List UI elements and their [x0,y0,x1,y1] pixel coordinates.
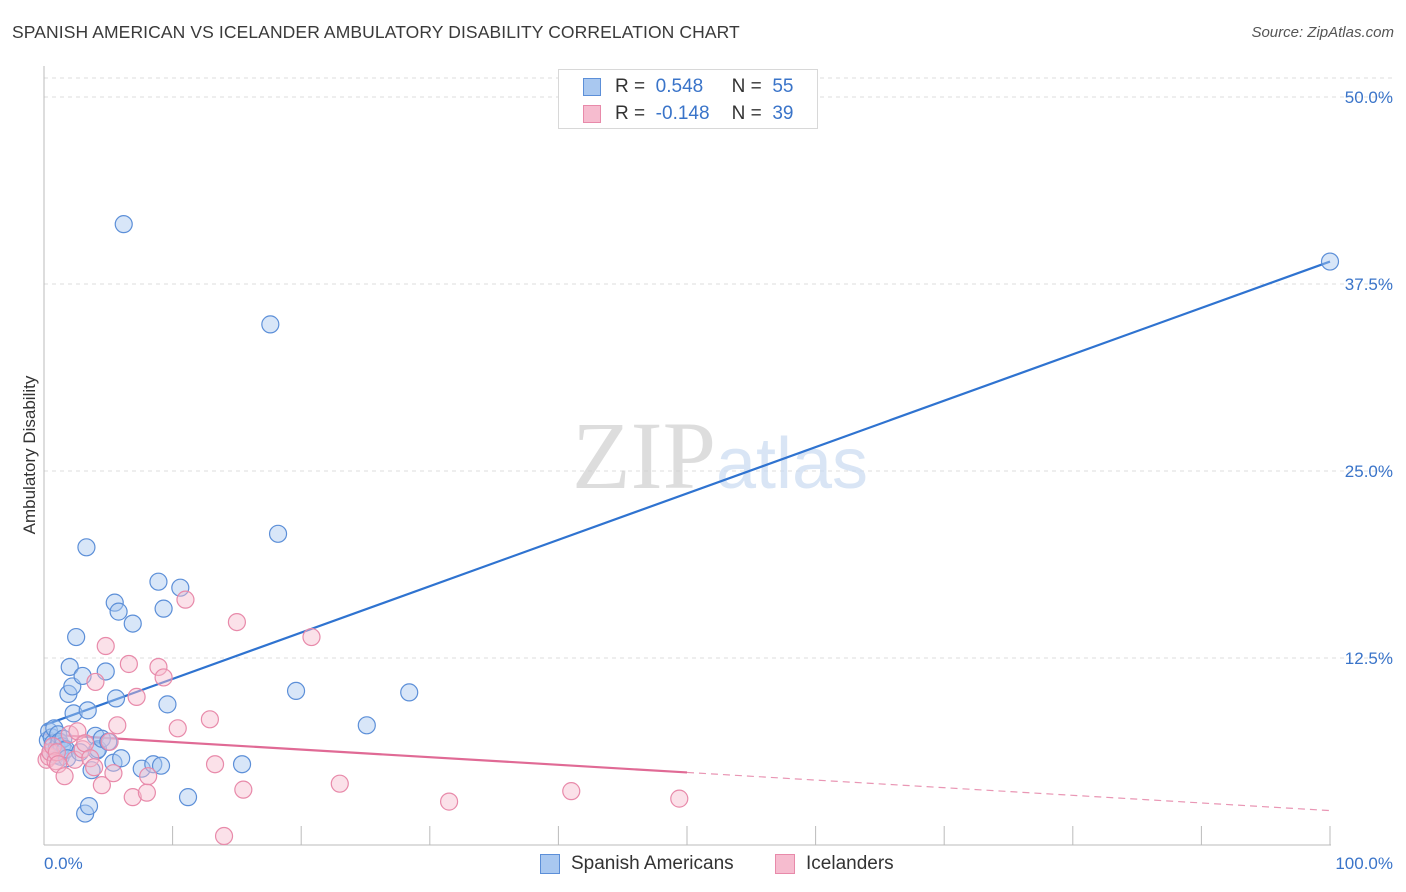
data-point-pink [439,792,459,811]
legend-item-spanish-americans[interactable]: Spanish Americans [540,852,734,876]
data-point-blue [112,749,131,768]
data-point-blue [149,572,168,591]
tick-labels: 12.5% 25.0% 37.5% 50.0% 0.0% 100.0% [44,88,1393,873]
data-point-blue [67,627,86,647]
trend-lines [43,260,1331,812]
y-axis-label: Ambulatory Disability [20,375,39,534]
trend-line-extension-pink [686,771,1331,812]
stats-row-blue: R = 0.548 N = 55 [583,75,793,99]
y-tick-label: 12.5% [1345,649,1393,668]
data-point-pink [100,732,119,751]
x-tick-label: 100.0% [1335,854,1393,873]
data-point-blue [123,614,142,633]
n-label: N = [731,76,762,97]
data-point-blue [144,755,163,774]
data-point-pink [670,789,689,808]
data-point-blue [154,599,173,618]
data-point-blue [178,788,198,807]
blue-swatch [583,78,601,96]
axes [43,66,1331,846]
n-value: 39 [772,103,794,124]
trend-line-blue [43,260,1331,727]
data-point-pink [81,749,100,768]
legend-item-icelanders[interactable]: Icelanders [775,852,894,876]
data-point-pink [92,776,111,795]
r-value: -0.148 [655,103,710,124]
data-point-blue [158,695,177,714]
y-tick-label: 37.5% [1345,275,1393,294]
data-point-pink [137,783,156,802]
data-point-pink [168,719,187,738]
data-point-pink [234,780,253,799]
data-point-blue [106,689,126,708]
legend-label: Spanish Americans [571,853,734,874]
legend-label: Icelanders [806,853,894,874]
data-point-blue [60,657,79,677]
chart-title: SPANISH AMERICAN VS ICELANDER AMBULATORY… [12,22,740,42]
data-point-pink [86,672,105,692]
data-point-pink [96,636,115,656]
y-tick-label: 50.0% [1345,88,1393,107]
data-point-pink [104,764,123,783]
data-point-pink [176,590,195,609]
data-point-blue [109,602,128,621]
data-point-pink [108,716,127,735]
data-point-blue [151,756,171,775]
n-label: N = [731,103,762,124]
data-point-pink [200,710,219,729]
data-point-pink [227,612,246,632]
r-label: R = [615,76,646,97]
data-point-blue [357,716,376,735]
data-point-pink [123,788,142,807]
trend-line-pink [43,733,688,774]
source-credit: Source: ZipAtlas.com [1251,24,1394,41]
data-point-pink [119,654,138,674]
stats-row-pink: R = -0.148 N = 39 [583,102,793,126]
data-point-blue [64,704,83,723]
data-point-blue [232,755,252,774]
data-point-pink [302,627,321,647]
data-point-blue [114,215,133,234]
data-point-blue [78,701,97,720]
data-point-pink [205,755,225,774]
watermark: ZIPatlas [572,402,868,509]
data-point-blue [79,797,99,816]
pink-swatch [775,854,795,874]
data-point-pink [85,758,104,777]
y-tick-label: 25.0% [1345,462,1393,481]
data-point-pink [55,767,74,786]
data-point-pink [154,668,173,687]
data-point-blue [268,524,288,543]
n-value: 55 [772,76,794,97]
grid-lines [44,77,1395,659]
x-tick-label: 0.0% [44,854,83,873]
pink-swatch [583,105,601,123]
data-point-blue [132,759,151,778]
data-point-pink [127,687,146,706]
watermark-zip: ZIP [572,402,716,509]
r-value: 0.548 [655,76,704,97]
data-point-pink [562,782,581,801]
data-point-blue [1320,252,1340,271]
data-point-pink [330,774,349,793]
data-point-pink [149,657,168,677]
data-point-blue [77,538,96,557]
data-points [37,215,1340,846]
data-point-blue [105,593,124,612]
blue-swatch [540,854,560,874]
data-point-pink [214,826,234,846]
r-label: R = [615,103,646,124]
stats-legend: R = 0.548 N = 55 R = -0.148 N = 39 [558,69,818,129]
data-point-blue [261,315,280,334]
data-point-blue [286,681,306,701]
data-point-pink [139,767,158,786]
data-point-blue [171,578,190,597]
data-point-blue [400,683,419,702]
